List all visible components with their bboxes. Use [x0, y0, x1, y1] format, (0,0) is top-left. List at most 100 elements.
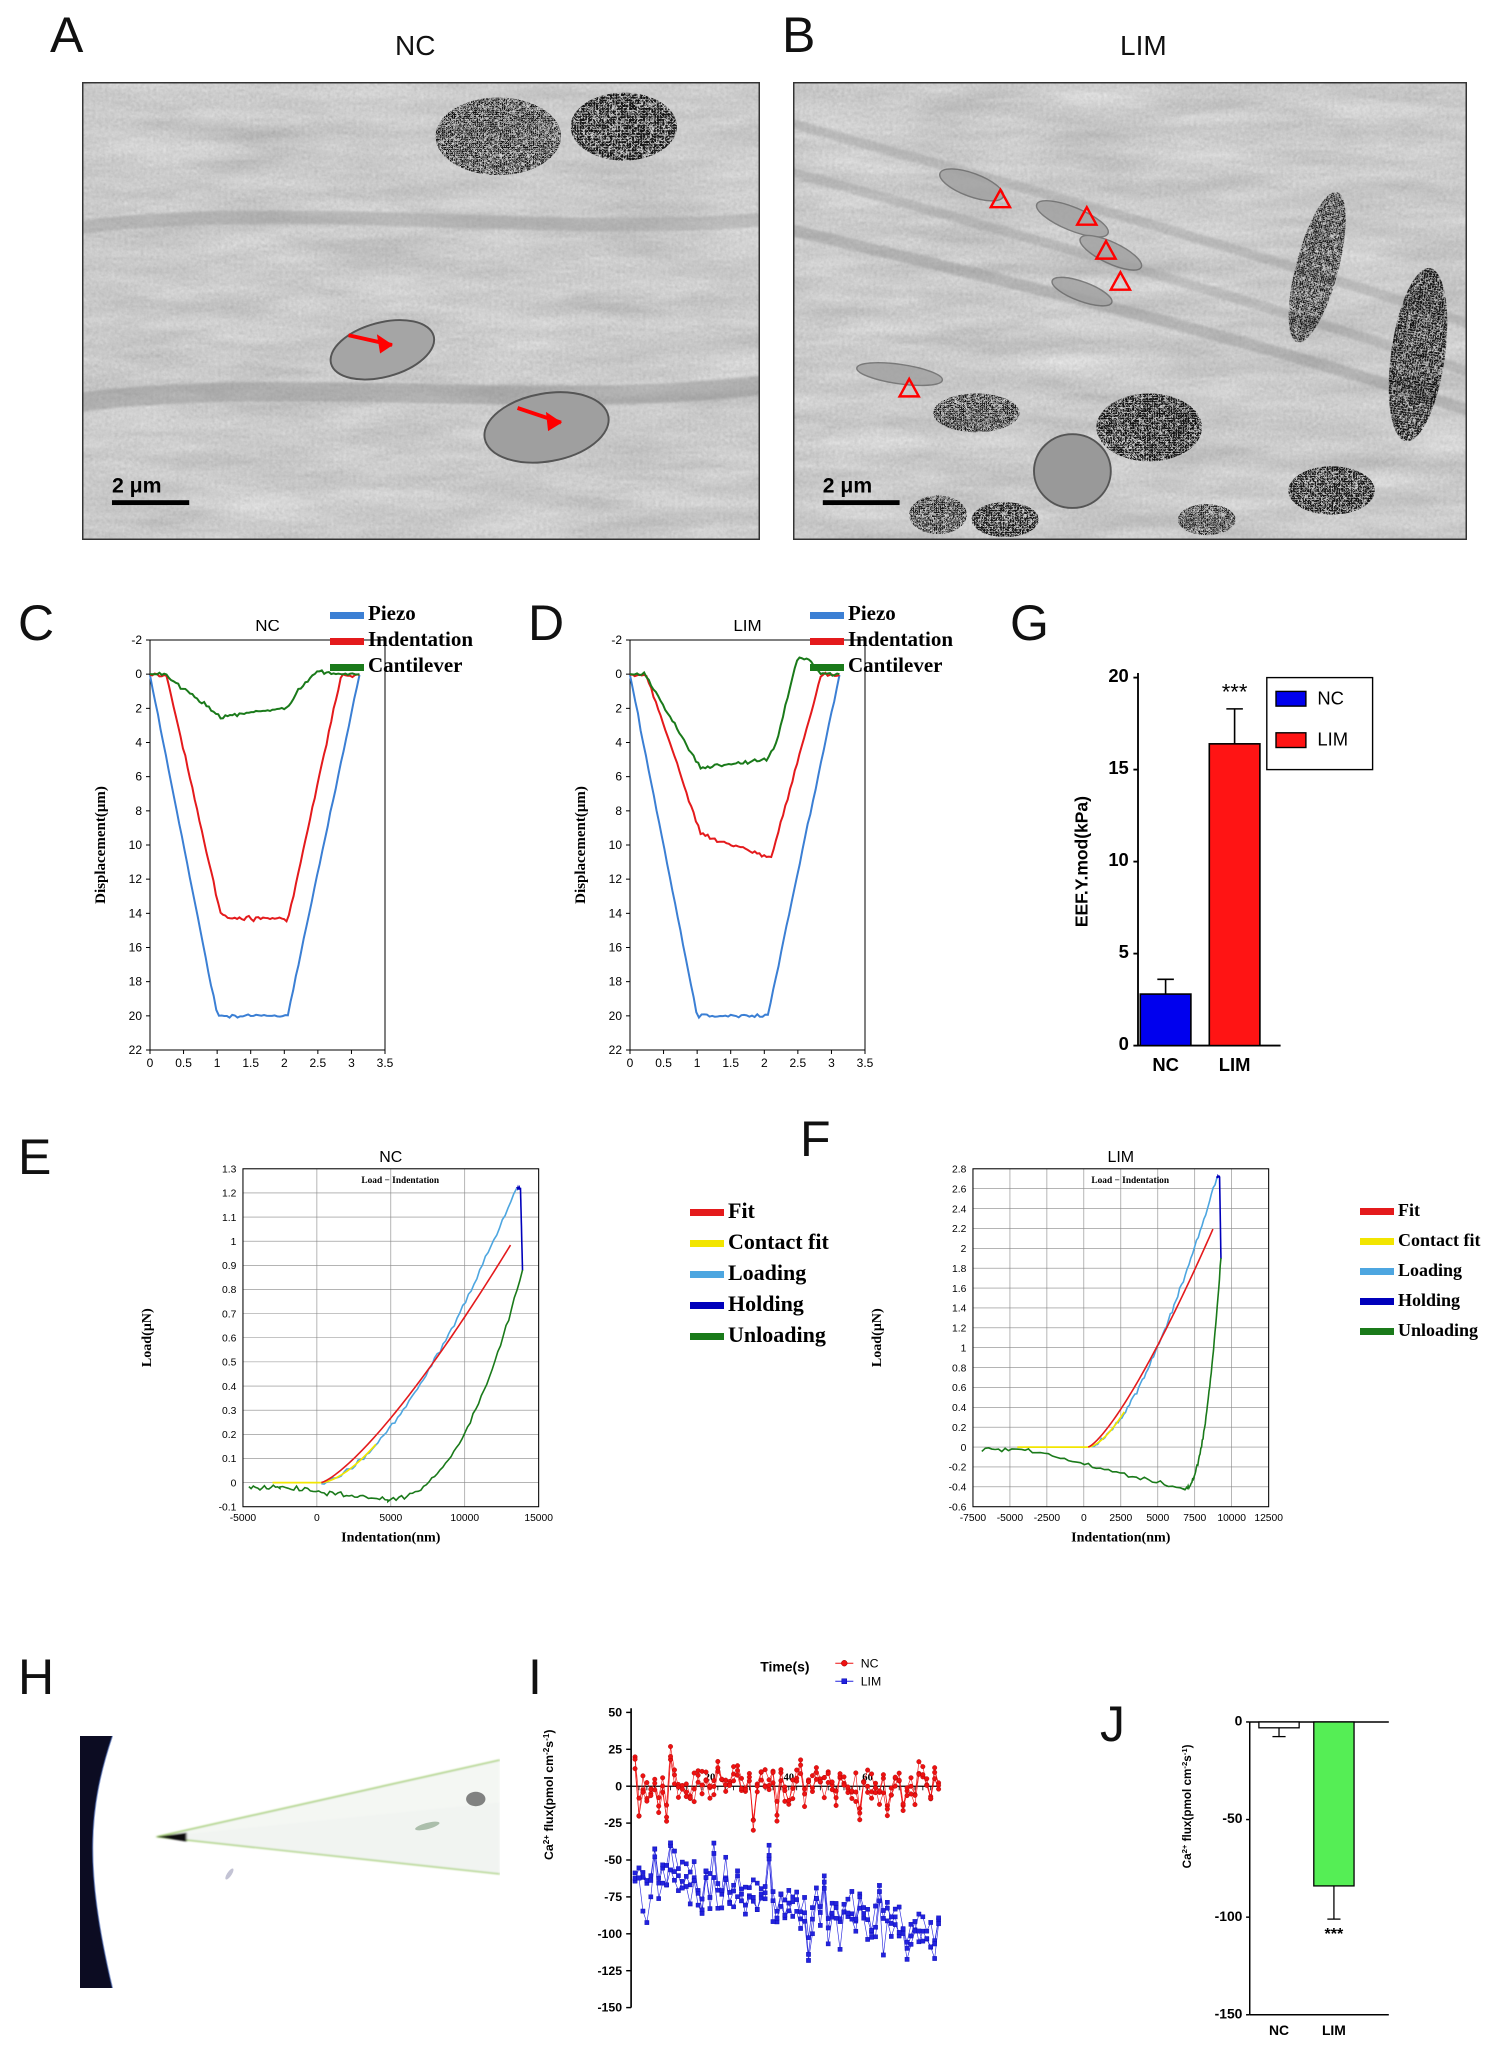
svg-text:1.4: 1.4 — [952, 1304, 967, 1315]
svg-text:1.2: 1.2 — [222, 1189, 237, 1200]
svg-text:0: 0 — [147, 1056, 154, 1070]
svg-text:-0.4: -0.4 — [949, 1483, 967, 1494]
svg-text:Load(μN): Load(μN) — [869, 1308, 885, 1367]
svg-text:14: 14 — [129, 906, 143, 920]
svg-text:-7500: -7500 — [960, 1513, 987, 1524]
svg-text:***: *** — [1222, 680, 1248, 705]
svg-text:2.8: 2.8 — [952, 1165, 967, 1176]
svg-text:2: 2 — [761, 1056, 768, 1070]
svg-text:LIM: LIM — [1219, 1054, 1251, 1075]
svg-text:Ca2+ flux(pmol cm-2s-1): Ca2+ flux(pmol cm-2s-1) — [1180, 1744, 1195, 1868]
svg-text:Time(s): Time(s) — [760, 1658, 809, 1674]
svg-text:-100: -100 — [1215, 1908, 1243, 1924]
svg-text:0.5: 0.5 — [655, 1056, 672, 1070]
svg-text:0.1: 0.1 — [222, 1454, 237, 1465]
svg-text:0.4: 0.4 — [952, 1403, 967, 1414]
svg-text:NC: NC — [1269, 2022, 1289, 2038]
svg-text:22: 22 — [609, 1043, 623, 1057]
svg-text:-0.1: -0.1 — [219, 1502, 237, 1513]
svg-text:4: 4 — [135, 736, 142, 750]
svg-text:Displacement(μm): Displacement(μm) — [573, 786, 589, 904]
svg-text:-0.6: -0.6 — [949, 1502, 967, 1513]
svg-text:5: 5 — [1119, 941, 1129, 962]
svg-text:1.5: 1.5 — [722, 1056, 739, 1070]
svg-text:-5000: -5000 — [997, 1513, 1024, 1524]
svg-text:2: 2 — [615, 701, 622, 715]
svg-text:Displacement(μm): Displacement(μm) — [93, 786, 109, 904]
svg-text:2 μm: 2 μm — [823, 474, 872, 497]
svg-text:1.2: 1.2 — [952, 1324, 967, 1335]
svg-text:NC: NC — [1152, 1054, 1179, 1075]
svg-text:LIM: LIM — [733, 620, 761, 635]
svg-text:0: 0 — [1119, 1033, 1129, 1054]
svg-text:-150: -150 — [1215, 2005, 1243, 2021]
svg-text:1: 1 — [694, 1056, 701, 1070]
svg-text:1.5: 1.5 — [242, 1056, 259, 1070]
svg-text:5000: 5000 — [379, 1513, 402, 1524]
svg-text:10000: 10000 — [1217, 1513, 1246, 1524]
svg-text:0.3: 0.3 — [222, 1406, 237, 1417]
svg-text:12: 12 — [129, 872, 143, 886]
svg-text:LIM: LIM — [1108, 1150, 1135, 1166]
svg-text:LIM: LIM — [1322, 2022, 1346, 2038]
svg-text:-150: -150 — [597, 2001, 622, 2015]
svg-text:0.8: 0.8 — [222, 1285, 237, 1296]
svg-text:0: 0 — [1235, 1713, 1243, 1729]
svg-text:0.7: 0.7 — [222, 1309, 237, 1320]
svg-text:1: 1 — [214, 1056, 221, 1070]
svg-text:2.5: 2.5 — [790, 1056, 807, 1070]
svg-text:Load − Indentation: Load − Indentation — [1091, 1176, 1170, 1186]
svg-text:18: 18 — [129, 975, 143, 989]
svg-text:1.8: 1.8 — [952, 1264, 967, 1275]
svg-text:-0.2: -0.2 — [949, 1463, 967, 1474]
svg-text:0: 0 — [961, 1443, 967, 1454]
svg-text:0: 0 — [1081, 1513, 1087, 1524]
svg-text:0.6: 0.6 — [222, 1334, 237, 1345]
svg-text:2 μm: 2 μm — [112, 473, 162, 497]
svg-text:-50: -50 — [1222, 1810, 1242, 1826]
svg-text:2: 2 — [281, 1056, 288, 1070]
svg-text:1: 1 — [961, 1343, 967, 1354]
svg-text:10: 10 — [609, 838, 623, 852]
svg-text:2.2: 2.2 — [952, 1224, 967, 1235]
svg-text:6: 6 — [615, 770, 622, 784]
svg-text:Load − Indentation: Load − Indentation — [361, 1176, 440, 1186]
svg-text:2.6: 2.6 — [952, 1184, 967, 1195]
svg-text:LIM: LIM — [1317, 729, 1348, 750]
svg-text:10: 10 — [1108, 849, 1128, 870]
svg-text:2: 2 — [135, 701, 142, 715]
svg-text:10: 10 — [129, 838, 143, 852]
svg-text:0.5: 0.5 — [222, 1358, 237, 1369]
svg-text:NC: NC — [1317, 687, 1344, 708]
svg-text:14: 14 — [609, 906, 623, 920]
svg-text:0.2: 0.2 — [222, 1430, 237, 1441]
svg-text:2.5: 2.5 — [310, 1056, 327, 1070]
svg-text:-2500: -2500 — [1034, 1513, 1061, 1524]
svg-text:16: 16 — [129, 941, 143, 955]
svg-text:2500: 2500 — [1109, 1513, 1132, 1524]
svg-text:Indentation(nm): Indentation(nm) — [1071, 1529, 1171, 1545]
svg-text:2.4: 2.4 — [952, 1204, 967, 1215]
svg-text:0.5: 0.5 — [175, 1056, 192, 1070]
svg-text:NC: NC — [255, 620, 280, 635]
svg-text:EEF.Y.mod(kPa): EEF.Y.mod(kPa) — [1071, 796, 1091, 927]
svg-text:-50: -50 — [604, 1853, 622, 1867]
svg-text:LIM: LIM — [861, 1674, 882, 1688]
svg-text:20: 20 — [129, 1009, 143, 1023]
svg-text:12: 12 — [609, 872, 623, 886]
svg-text:3: 3 — [348, 1056, 355, 1070]
svg-text:5000: 5000 — [1146, 1513, 1169, 1524]
svg-text:0: 0 — [627, 1056, 634, 1070]
svg-text:-25: -25 — [604, 1816, 622, 1830]
svg-text:1.3: 1.3 — [222, 1165, 237, 1176]
svg-text:1: 1 — [231, 1237, 237, 1248]
svg-text:-100: -100 — [597, 1927, 622, 1941]
svg-text:16: 16 — [609, 941, 623, 955]
svg-text:2: 2 — [961, 1244, 967, 1255]
svg-text:Indentation(nm): Indentation(nm) — [341, 1529, 441, 1545]
svg-text:0.4: 0.4 — [222, 1382, 237, 1393]
svg-text:8: 8 — [135, 804, 142, 818]
svg-text:-75: -75 — [604, 1890, 622, 1904]
svg-text:25: 25 — [608, 1742, 622, 1756]
svg-text:3.5: 3.5 — [377, 1056, 394, 1070]
